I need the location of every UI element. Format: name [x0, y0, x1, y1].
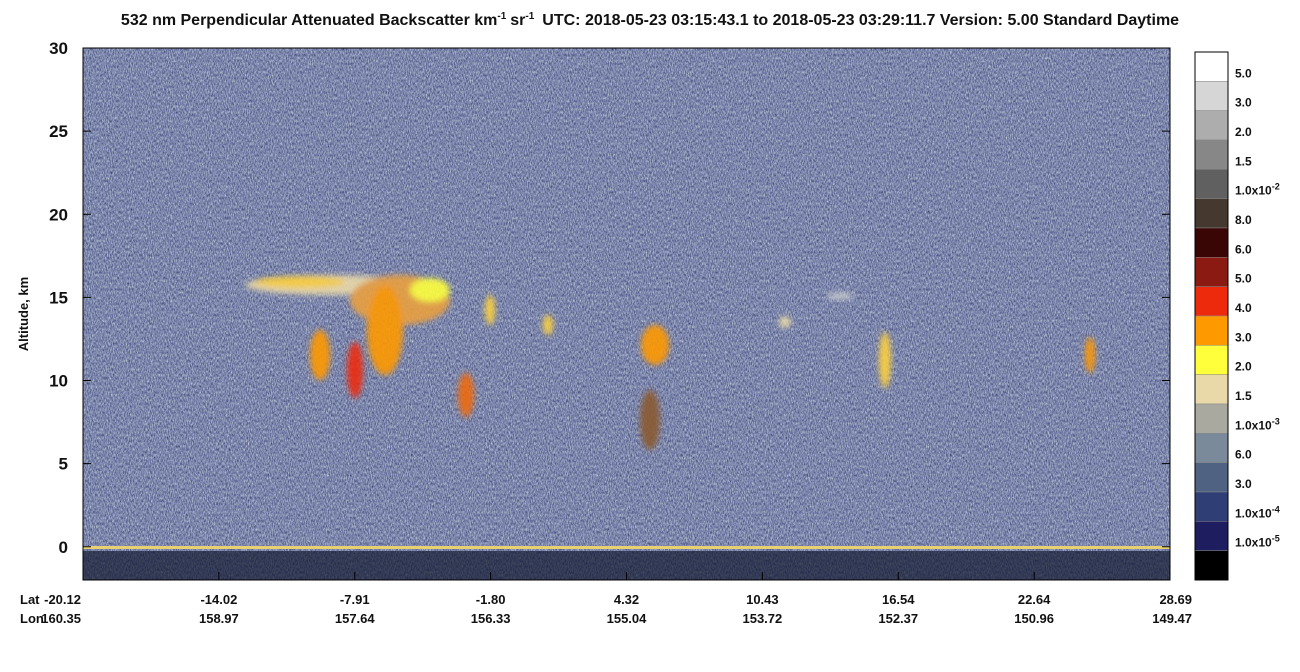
x-tick-label: -20.12 [44, 592, 81, 607]
colorbar-label: 3.0 [1235, 96, 1252, 110]
x-tick-label: 10.43 [746, 592, 779, 607]
colorbar-label: 1.0x10-5 [1235, 534, 1280, 550]
y-tick-label: 30 [49, 39, 68, 58]
colorbar-swatch [1194, 462, 1229, 493]
colorbar-label-text: 1.0x10 [1235, 536, 1272, 550]
colorbar-swatch [1194, 169, 1229, 199]
colorbar-label-text: 1.0x10 [1235, 184, 1272, 198]
colorbar-label-text: 5.0 [1235, 272, 1252, 286]
colorbar-label: 5.0 [1235, 66, 1252, 80]
colorbar-label-text: 8.0 [1235, 213, 1252, 227]
colorbar-label: 1.0x10-4 [1235, 504, 1280, 520]
x-tick-label: 149.47 [1152, 611, 1192, 626]
colorbar-label: 1.5 [1235, 389, 1252, 403]
y-tick-label: 25 [49, 122, 68, 141]
colorbar-label-text: 2.0 [1235, 360, 1252, 374]
colorbar-label-exp: -5 [1272, 534, 1280, 544]
colorbar-label: 3.0 [1235, 330, 1252, 344]
x-tick-label: 158.97 [199, 611, 239, 626]
colorbar-label-text: 1.5 [1235, 389, 1252, 403]
colorbar-swatch [1194, 550, 1229, 581]
x-tick-label: 156.33 [471, 611, 511, 626]
colorbar-label-text: 5.0 [1235, 66, 1252, 80]
x-tick-label: 28.69 [1159, 592, 1192, 607]
colorbar-swatch [1194, 81, 1229, 111]
y-tick-label: 10 [49, 372, 68, 391]
colorbar-label-text: 6.0 [1235, 448, 1252, 462]
colorbar-swatch [1194, 315, 1229, 346]
colorbar-label: 5.0 [1235, 272, 1252, 286]
x-tick-label: -14.02 [200, 592, 237, 607]
colorbar-swatch [1194, 139, 1229, 170]
x-tick-label: -1.80 [476, 592, 506, 607]
x-row-name: Lat [20, 592, 40, 607]
colorbar-label-text: 1.0x10 [1235, 418, 1272, 432]
colorbar-swatch [1194, 257, 1229, 287]
colorbar-swatch [1194, 227, 1229, 258]
colorbar-swatch [1194, 286, 1229, 317]
colorbar-swatch [1194, 374, 1229, 405]
colorbar-label-text: 3.0 [1235, 96, 1252, 110]
colorbar-label-text: 2.0 [1235, 125, 1252, 139]
colorbar-swatch [1194, 345, 1229, 375]
colorbar-swatch [1194, 198, 1229, 229]
x-tick-label: 152.37 [878, 611, 918, 626]
colorbar-label-exp: -4 [1272, 504, 1280, 514]
x-tick-label: 150.96 [1014, 611, 1054, 626]
x-tick-label: 157.64 [335, 611, 376, 626]
y-tick-label: 15 [49, 288, 68, 307]
y-axis-label: Altitude, km [16, 277, 31, 351]
colorbar-label-text: 1.0x10 [1235, 506, 1272, 520]
y-tick-label: 0 [59, 538, 68, 557]
x-tick-label: 16.54 [882, 592, 915, 607]
colorbar-label: 2.0 [1235, 125, 1252, 139]
y-tick-label: 20 [49, 205, 68, 224]
colorbar-swatch [1194, 433, 1229, 463]
colorbar-label-text: 3.0 [1235, 330, 1252, 344]
colorbar-swatch [1194, 110, 1229, 141]
colorbar-label: 6.0 [1235, 448, 1252, 462]
colorbar-swatch [1194, 51, 1229, 82]
x-row-name: Lon [20, 611, 44, 626]
backscatter-image [83, 48, 1170, 580]
colorbar-label: 1.0x10-3 [1235, 416, 1280, 432]
x-tick-label: 22.64 [1018, 592, 1051, 607]
x-tick-label: 155.04 [607, 611, 648, 626]
colorbar-label-text: 4.0 [1235, 301, 1252, 315]
colorbar-frame [1194, 51, 1229, 581]
colorbar-label: 2.0 [1235, 360, 1252, 374]
colorbar-label: 3.0 [1235, 477, 1252, 491]
x-tick-label: 153.72 [742, 611, 782, 626]
colorbar-label: 1.0x10-2 [1235, 182, 1280, 198]
colorbar-label: 1.5 [1235, 154, 1252, 168]
colorbar-label-text: 6.0 [1235, 242, 1252, 256]
x-tick-label: 4.32 [614, 592, 639, 607]
colorbar-label-exp: -2 [1272, 182, 1280, 192]
colorbar-swatch [1194, 403, 1229, 434]
colorbar-label: 8.0 [1235, 213, 1252, 227]
chart-title: 532 nm Perpendicular Attenuated Backscat… [121, 11, 1179, 29]
colorbar-label: 4.0 [1235, 301, 1252, 315]
colorbar-swatch [1194, 521, 1229, 551]
colorbar-swatch [1194, 491, 1229, 522]
y-tick-label: 5 [59, 455, 68, 474]
colorbar-label-exp: -3 [1272, 416, 1280, 426]
x-tick-label: 160.35 [41, 611, 81, 626]
colorbar-label: 6.0 [1235, 242, 1252, 256]
x-tick-label: -7.91 [340, 592, 370, 607]
colorbar-label-text: 1.5 [1235, 154, 1252, 168]
colorbar-label-text: 3.0 [1235, 477, 1252, 491]
